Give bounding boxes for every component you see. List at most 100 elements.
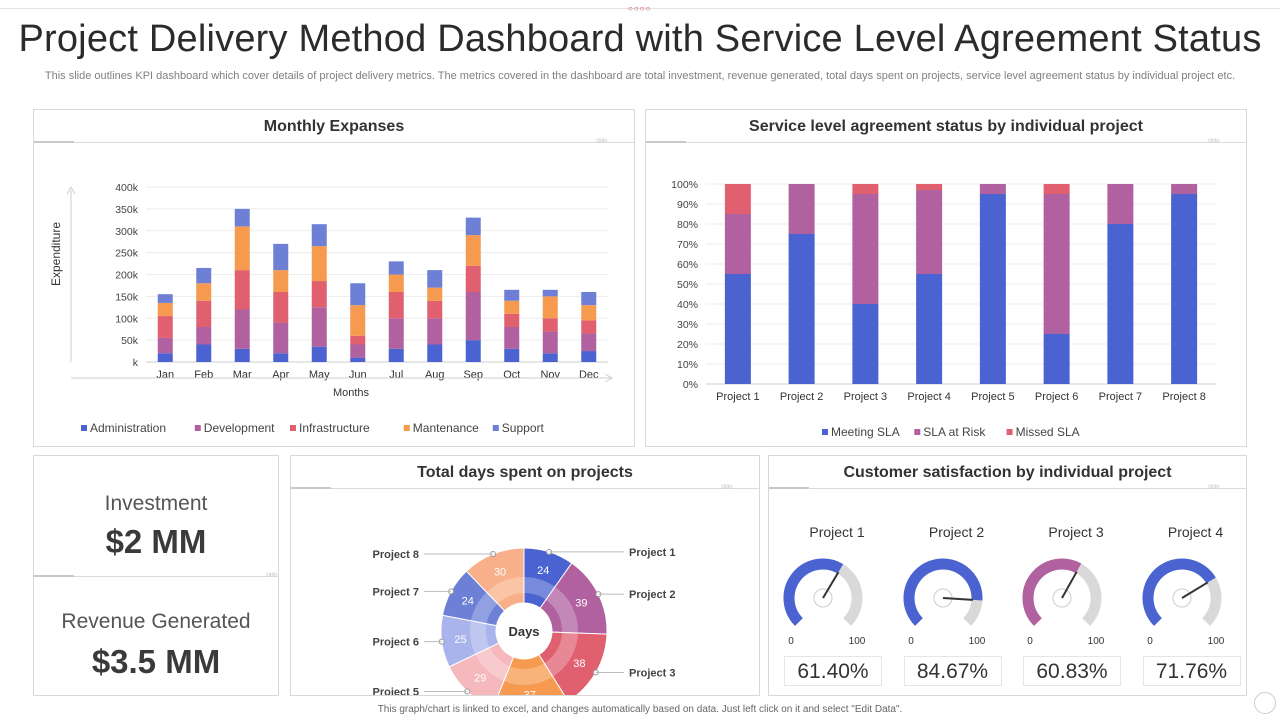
bar-segment[interactable] xyxy=(273,292,289,323)
bar-segment[interactable] xyxy=(234,309,250,349)
bar-segment[interactable] xyxy=(196,300,212,327)
bar-segment[interactable] xyxy=(427,270,443,288)
bar-segment[interactable] xyxy=(196,283,212,301)
slice-value-label: 24 xyxy=(462,595,474,607)
bar-segment[interactable] xyxy=(234,226,250,271)
bar-segment[interactable] xyxy=(542,296,558,319)
bar-segment[interactable] xyxy=(234,270,250,310)
bar-segment[interactable] xyxy=(234,348,250,362)
bar-segment[interactable] xyxy=(427,287,443,301)
legend-swatch xyxy=(914,429,921,435)
x-tick-label: Project 2 xyxy=(780,391,823,403)
bar-segment[interactable] xyxy=(350,305,366,336)
bar-segment[interactable] xyxy=(504,313,520,327)
bar-segment[interactable] xyxy=(852,304,879,384)
bar-segment[interactable] xyxy=(542,289,558,297)
bar-segment[interactable] xyxy=(581,305,597,321)
bar-segment[interactable] xyxy=(465,340,481,362)
bar-segment[interactable] xyxy=(788,184,815,234)
bar-segment[interactable] xyxy=(157,302,173,317)
bar-segment[interactable] xyxy=(388,292,404,319)
bar-segment[interactable] xyxy=(157,353,173,362)
bar-segment[interactable] xyxy=(350,344,366,358)
bar-segment[interactable] xyxy=(311,246,327,282)
bar-segment[interactable] xyxy=(196,327,212,345)
bar-segment[interactable] xyxy=(311,224,327,247)
bar-segment[interactable] xyxy=(504,348,520,362)
x-axis-title: Months xyxy=(333,387,370,399)
total-days-chart[interactable]: 24 Project 1 39 Project 2 38 Project 3 37 Proje… xyxy=(291,490,759,695)
bar-segment[interactable] xyxy=(427,300,443,319)
bar-segment[interactable] xyxy=(788,234,815,384)
bar-segment[interactable] xyxy=(1107,224,1134,384)
bar-segment[interactable] xyxy=(852,194,879,304)
bar-segment[interactable] xyxy=(1043,194,1070,334)
bar-segment[interactable] xyxy=(273,353,289,362)
bar-segment[interactable] xyxy=(388,261,404,275)
bar-segment[interactable] xyxy=(234,208,250,227)
bar-segment[interactable] xyxy=(581,333,597,352)
bar-segment[interactable] xyxy=(311,346,327,362)
bar-segment[interactable] xyxy=(311,281,327,308)
bar-segment[interactable] xyxy=(273,322,289,354)
bar-segment[interactable] xyxy=(581,351,597,362)
bar-segment[interactable] xyxy=(504,327,520,349)
bar-segment[interactable] xyxy=(388,274,404,293)
bar-segment[interactable] xyxy=(388,348,404,362)
sla-status-chart[interactable]: 0% 10% 20% 30% 40% 50% 60% 70% 80% 90% 100% Project… xyxy=(646,144,1246,444)
bar-segment[interactable] xyxy=(1171,184,1198,194)
bar-segment[interactable] xyxy=(465,292,481,341)
bar-segment[interactable] xyxy=(581,292,597,306)
bar-segment[interactable] xyxy=(1043,334,1070,384)
bar-segment[interactable] xyxy=(196,344,212,363)
bar-segment[interactable] xyxy=(311,307,327,347)
page-nav-icon[interactable] xyxy=(1254,692,1276,714)
bar-segment[interactable] xyxy=(196,267,212,284)
gauge-chart[interactable]: 0 100 xyxy=(1022,550,1132,650)
bar-segment[interactable] xyxy=(1107,184,1134,224)
bar-segment[interactable] xyxy=(542,318,558,332)
bar-segment[interactable] xyxy=(273,243,289,271)
bar-segment[interactable] xyxy=(465,265,481,292)
donut-slice[interactable] xyxy=(493,654,568,695)
bar-segment[interactable] xyxy=(1171,194,1198,384)
bar-segment[interactable] xyxy=(504,300,520,314)
bar-segment[interactable] xyxy=(724,274,751,384)
bar-segment[interactable] xyxy=(504,289,520,301)
bar-segment[interactable] xyxy=(852,184,879,194)
bar-segment[interactable] xyxy=(350,283,366,306)
bar-segment[interactable] xyxy=(157,316,173,338)
bar-segment[interactable] xyxy=(1043,184,1070,194)
legend-label: Missed SLA xyxy=(1016,425,1080,439)
gauge-chart[interactable]: 0 100 xyxy=(1142,550,1252,650)
bar-segment[interactable] xyxy=(724,214,751,274)
gauge-chart[interactable]: 0 100 xyxy=(903,550,1013,650)
bar-segment[interactable] xyxy=(157,337,173,354)
slice-project-label: Project 5 xyxy=(373,687,419,695)
gauge-chart[interactable]: 0 100 xyxy=(783,550,893,650)
bar-segment[interactable] xyxy=(724,184,751,214)
x-tick-label: Aug xyxy=(425,369,445,381)
bar-segment[interactable] xyxy=(388,318,404,349)
bar-segment[interactable] xyxy=(350,335,366,345)
bar-segment[interactable] xyxy=(979,184,1006,194)
bar-segment[interactable] xyxy=(581,320,597,334)
y-tick-label: 60% xyxy=(677,259,698,271)
bar-segment[interactable] xyxy=(916,184,943,190)
chevron-right-icon: »»» xyxy=(265,569,278,580)
bar-segment[interactable] xyxy=(979,194,1006,384)
bar-segment[interactable] xyxy=(157,294,173,303)
bar-segment[interactable] xyxy=(427,318,443,345)
bar-segment[interactable] xyxy=(542,331,558,354)
bar-segment[interactable] xyxy=(273,270,289,292)
bar-segment[interactable] xyxy=(916,274,943,384)
bar-segment[interactable] xyxy=(542,353,558,362)
bar-segment[interactable] xyxy=(465,217,481,236)
bar-segment[interactable] xyxy=(350,357,366,362)
chevron-right-icon: »»» xyxy=(720,481,733,492)
monthly-expanses-chart[interactable]: k 50k 100k 150k 200k 250k 300k 350k 400k Jan Feb Ma… xyxy=(34,144,634,444)
y-tick-label: 300k xyxy=(115,226,139,238)
bar-segment[interactable] xyxy=(916,190,943,274)
bar-segment[interactable] xyxy=(465,235,481,266)
bar-segment[interactable] xyxy=(427,344,443,363)
